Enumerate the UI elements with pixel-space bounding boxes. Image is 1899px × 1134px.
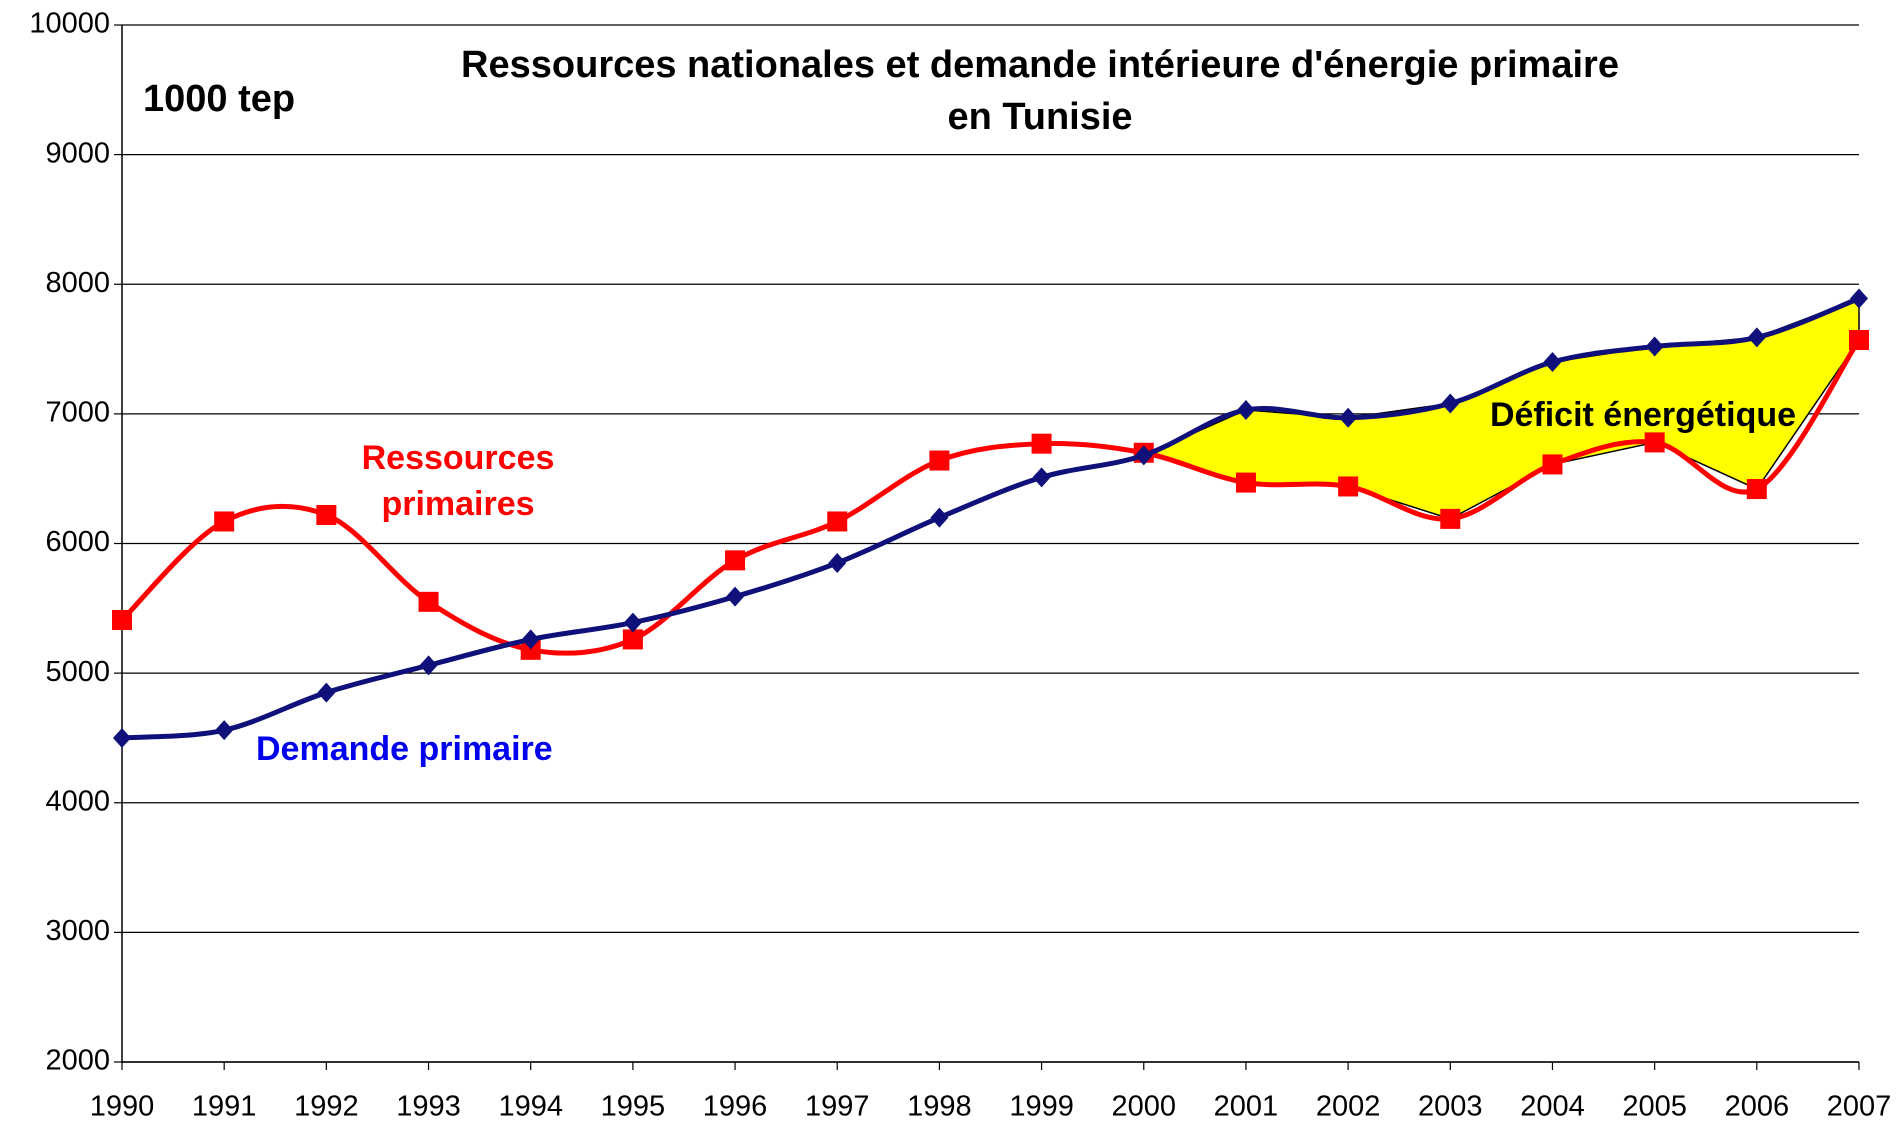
x-tick-label: 2001	[1214, 1091, 1279, 1123]
series-label: Ressources	[362, 439, 555, 477]
x-tick-label: 2007	[1827, 1091, 1892, 1123]
marker	[215, 720, 234, 741]
marker	[521, 629, 540, 650]
marker	[113, 727, 131, 748]
marker	[827, 511, 848, 532]
x-tick-label: 1993	[396, 1091, 461, 1123]
x-tick-label: 1998	[907, 1091, 972, 1123]
x-tick-label: 2004	[1520, 1091, 1585, 1123]
marker	[1440, 508, 1461, 529]
marker	[316, 504, 337, 525]
marker	[1134, 445, 1153, 466]
marker	[623, 612, 642, 633]
marker	[1543, 352, 1562, 373]
y-tick-label: 3000	[45, 915, 110, 947]
marker	[1645, 336, 1664, 357]
marker	[520, 639, 541, 660]
marker	[622, 629, 643, 650]
series-label: Demande primaire	[256, 730, 553, 768]
y-tick-label: 8000	[45, 267, 110, 299]
chart-title: Ressources nationales et demande intérie…	[461, 44, 1619, 86]
marker	[1441, 393, 1460, 414]
marker	[419, 655, 438, 676]
x-tick-label: 2003	[1418, 1091, 1483, 1123]
x-tick-label: 1995	[601, 1091, 666, 1123]
marker	[828, 552, 847, 573]
marker	[1746, 479, 1767, 500]
y-tick-label: 7000	[45, 397, 110, 429]
marker	[418, 591, 439, 612]
y-tick-label: 10000	[29, 8, 110, 40]
marker	[1338, 476, 1359, 497]
chart-title: en Tunisie	[947, 96, 1132, 138]
x-tick-label: 1990	[90, 1091, 155, 1123]
y-tick-label: 6000	[45, 526, 110, 558]
marker	[1235, 472, 1256, 493]
x-tick-label: 1991	[192, 1091, 257, 1123]
marker	[1236, 399, 1255, 420]
y-tick-label: 2000	[45, 1045, 110, 1077]
x-tick-label: 2000	[1112, 1091, 1177, 1123]
marker	[214, 511, 235, 532]
x-tick-label: 1997	[805, 1091, 870, 1123]
marker	[929, 450, 950, 471]
marker	[726, 586, 745, 607]
x-tick-label: 1994	[498, 1091, 563, 1123]
x-tick-label: 2002	[1316, 1091, 1381, 1123]
x-tick-label: 2005	[1622, 1091, 1687, 1123]
series-line	[120, 338, 1862, 656]
marker	[1747, 327, 1766, 348]
deficit-label: Déficit énergétique	[1490, 396, 1796, 434]
marker	[930, 507, 949, 528]
x-tick-label: 2006	[1725, 1091, 1790, 1123]
x-tick-label: 1996	[703, 1091, 768, 1123]
marker	[1542, 454, 1563, 475]
x-tick-label: 1999	[1009, 1091, 1074, 1123]
marker	[1032, 467, 1051, 488]
marker	[1849, 329, 1869, 350]
marker	[112, 609, 132, 630]
y-tick-label: 9000	[45, 137, 110, 169]
marker	[1644, 432, 1665, 453]
y-tick-label: 4000	[45, 785, 110, 817]
y-tick-label: 5000	[45, 656, 110, 688]
marker	[725, 550, 746, 571]
marker	[1850, 288, 1868, 309]
x-tick-label: 1992	[294, 1091, 359, 1123]
series-line	[121, 296, 1860, 741]
marker	[1339, 407, 1358, 428]
marker	[1031, 433, 1052, 454]
marker	[317, 682, 336, 703]
series-label: primaires	[381, 485, 534, 523]
y-unit-label: 1000 tep	[143, 78, 295, 120]
